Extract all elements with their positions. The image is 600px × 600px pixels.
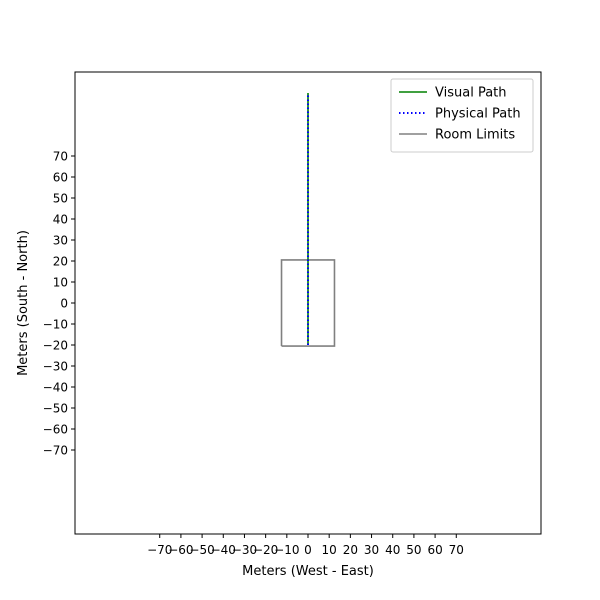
y-tick-label: −70 [43, 444, 68, 458]
legend-label-room-limits: Room Limits [435, 128, 515, 143]
y-tick-label: −10 [43, 318, 68, 332]
x-tick-label: 70 [449, 543, 464, 557]
x-tick-label: −60 [168, 543, 193, 557]
x-tick-label: −70 [147, 543, 172, 557]
x-tick-label: −40 [211, 543, 236, 557]
y-tick-label: 40 [53, 213, 68, 227]
x-tick-label: 60 [427, 543, 442, 557]
y-tick-label: 30 [53, 234, 68, 248]
y-tick-label: 20 [53, 255, 68, 269]
y-tick-label: −60 [43, 423, 68, 437]
y-tick-label: −40 [43, 381, 68, 395]
x-tick-label: 50 [406, 543, 421, 557]
x-tick-label: 40 [385, 543, 400, 557]
y-tick-label: 60 [53, 171, 68, 185]
y-tick-label: 70 [53, 150, 68, 164]
legend: Visual Path Physical Path Room Limits [390, 78, 534, 153]
x-tick-label: −50 [189, 543, 214, 557]
plot-layer [280, 93, 336, 347]
legend-label-physical-path: Physical Path [435, 107, 521, 122]
y-tick-label: 0 [60, 297, 68, 311]
x-axis-label: Meters (West - East) [242, 564, 374, 579]
y-tick-label: 50 [53, 192, 68, 206]
y-tick-label: −20 [43, 339, 68, 353]
x-tick-label: 30 [364, 543, 379, 557]
legend-label-visual-path: Visual Path [435, 86, 507, 101]
y-ticks: −70 −60 −50 −40 −30 −20 −10 0 10 20 30 40 50 60 70 [43, 150, 75, 458]
x-tick-label: 10 [322, 543, 337, 557]
x-tick-label: −20 [253, 543, 278, 557]
x-tick-label: −10 [274, 543, 299, 557]
y-tick-label: 10 [53, 276, 68, 290]
x-tick-label: 0 [304, 543, 312, 557]
x-ticks: −70−60−50−40−30−20−10 0 10 20 30 40 50 60 70 [147, 534, 464, 557]
y-tick-label: −50 [43, 402, 68, 416]
y-tick-label: −30 [43, 360, 68, 374]
x-tick-label: 20 [343, 543, 358, 557]
x-tick-label: −30 [232, 543, 257, 557]
room-limits-line [280, 259, 336, 347]
y-axis-label: Meters (South - North) [16, 230, 31, 376]
